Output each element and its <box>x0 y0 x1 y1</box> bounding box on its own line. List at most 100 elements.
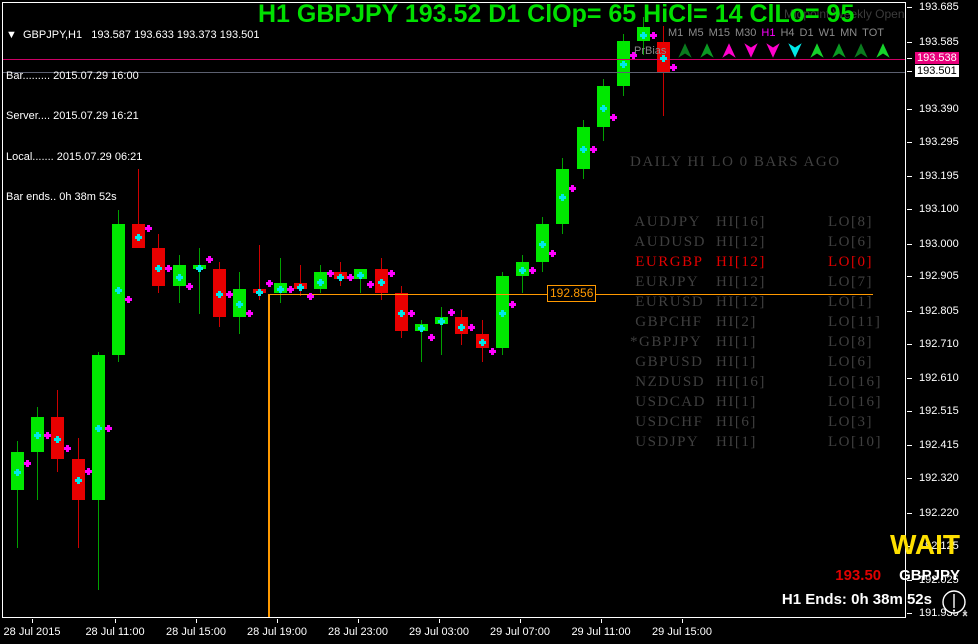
price-axis-label: 192.805 <box>919 304 959 317</box>
table-row: AUDUSD HI[12] LO[6] <box>630 232 882 252</box>
table-row: EURJPY HI[12] LO[7] <box>630 272 882 292</box>
prbias-label: PrBias <box>634 44 667 57</box>
prbias-arrow-down-4 <box>766 43 781 58</box>
symbol-ohlc-row[interactable]: ▼ GBPJPY,H1 193.587 193.633 193.373 193.… <box>6 29 260 41</box>
price-axis[interactable]: 193.685 193.585 193.538 193.501 193.390 193.2… <box>907 1 978 619</box>
table-cell-lo: LO[16] <box>828 394 882 410</box>
indicator-dot-cyan <box>418 325 425 333</box>
indicator-dot-cyan <box>397 309 405 317</box>
table-row: GBPUSD HI[1] LO[6] <box>630 352 882 372</box>
time-axis-tick <box>277 619 278 623</box>
time-axis-label: 28 Jul 19:00 <box>247 626 307 638</box>
table-cell-pair: USDJPY <box>630 434 700 450</box>
timeframe-w1[interactable]: W1 <box>818 27 836 39</box>
table-row: USDCHF HI[6] LO[3] <box>630 412 882 432</box>
indicator-dot-magenta <box>508 300 516 308</box>
table-row: AUDJPY HI[16] LO[8] <box>630 212 882 232</box>
price-axis-tick <box>907 612 912 614</box>
table-cell-pair: USDCHF <box>630 414 704 430</box>
price-axis-label: 193.195 <box>919 170 959 183</box>
indicator-dot-magenta <box>286 285 294 293</box>
indicator-dot-cyan <box>74 477 82 485</box>
local-time-label: Local....... 2015.07.29 06:21 <box>6 150 143 163</box>
indicator-dot-magenta <box>327 269 334 277</box>
prbias-arrow-up-0 <box>678 43 693 58</box>
prbias-arrow-up-2 <box>722 43 737 58</box>
chart-plot-area[interactable] <box>2 2 906 618</box>
indicator-dot-magenta <box>529 266 536 274</box>
time-axis-tick <box>115 619 116 623</box>
indicator-dot-cyan <box>256 289 264 297</box>
timeframe-m15[interactable]: M15 <box>708 27 730 39</box>
timeframe-mn[interactable]: MN <box>840 27 858 39</box>
timeframe-m1[interactable]: M1 <box>668 27 684 39</box>
price-axis-label: 192.905 <box>919 270 959 283</box>
indicator-dot-magenta <box>145 224 153 232</box>
indicator-dot-magenta <box>306 292 314 300</box>
indicator-dot-cyan <box>34 432 42 440</box>
indicator-dot-magenta <box>84 468 92 476</box>
time-axis-label: 29 Jul 15:00 <box>652 626 712 638</box>
price-axis-label: 192.415 <box>919 439 959 452</box>
time-axis[interactable]: 28 Jul 2015 28 Jul 11:00 28 Jul 15:00 28 Ju… <box>0 619 906 644</box>
price-level-line <box>3 71 905 73</box>
table-cell-hi: HI[1] <box>716 334 757 350</box>
candle-wick <box>37 406 39 500</box>
timeframe-tot[interactable]: TOT <box>862 27 884 39</box>
table-cell-lo: LO[0] <box>828 254 873 270</box>
price-axis-tick <box>907 445 912 447</box>
status-bar-countdown: H1 Ends: 0h 38m 52s <box>781 591 932 608</box>
price-axis-tick <box>907 580 912 582</box>
indicator-dot-cyan <box>14 468 21 476</box>
bar-ends-label: Bar ends.. 0h 38m 52s <box>6 191 117 203</box>
indicator-dot-cyan <box>135 233 143 241</box>
indicator-dot-cyan <box>276 285 284 293</box>
indicator-dot-cyan <box>236 301 244 309</box>
price-axis-tick <box>907 209 912 211</box>
indicator-dot-cyan <box>498 309 506 317</box>
indicator-dot-cyan <box>478 339 486 347</box>
table-cell-lo: LO[8] <box>828 214 873 230</box>
price-level-line <box>3 58 905 60</box>
timeframe-d1[interactable]: D1 <box>799 27 814 39</box>
timeframe-h4[interactable]: H4 <box>780 27 795 39</box>
daily-hilo-table: DAILY HI LO 0 BARS AGO AUDJPY HI[16] LO[8]… <box>630 112 882 452</box>
time-axis-tick <box>358 619 359 623</box>
table-cell-lo: LO[1] <box>828 294 873 310</box>
table-cell-pair: USDCAD <box>630 394 706 410</box>
indicator-dot-cyan <box>660 54 668 62</box>
indicator-dot-magenta <box>347 273 355 281</box>
indicator-dot-cyan <box>216 290 223 298</box>
price-axis-tick <box>907 343 912 345</box>
prbias-arrow-up-7 <box>832 43 847 58</box>
time-axis-label: 28 Jul 23:00 <box>328 626 388 638</box>
indicator-dot-magenta <box>609 113 617 121</box>
table-row: EURUSD HI[12] LO[1] <box>630 292 882 312</box>
indicator-dot-magenta <box>367 280 375 288</box>
table-cell-lo: LO[11] <box>828 314 882 330</box>
time-axis-label: 28 Jul 2015 <box>3 626 61 638</box>
timeframe-h1[interactable]: H1 <box>761 27 776 39</box>
candle-wick <box>441 306 443 355</box>
bar-time-label: Bar......... 2015.07.29 16:00 <box>6 69 139 82</box>
time-axis-label: 28 Jul 15:00 <box>166 626 226 638</box>
timeframe-m30[interactable]: M30 <box>734 27 757 39</box>
time-axis-tick <box>32 619 33 623</box>
table-cell-lo: LO[16] <box>828 374 882 390</box>
indicator-dot-magenta <box>44 432 52 440</box>
candle-wick <box>259 244 261 300</box>
prbias-arrow-up-6 <box>810 43 825 58</box>
timeframe-strip[interactable]: M1 M5 M15 M30 H1 H4 D1 W1 MN TOT <box>668 27 889 39</box>
table-cell-lo: LO[3] <box>828 414 873 430</box>
price-axis-tick <box>907 478 912 480</box>
timeframe-m5[interactable]: M5 <box>688 27 704 39</box>
price-axis-tick <box>907 310 912 312</box>
indicator-dot-cyan <box>296 283 304 291</box>
time-axis-label: 28 Jul 11:00 <box>85 626 145 638</box>
price-axis-label: 192.025 <box>919 574 959 587</box>
table-cell-hi: HI[16] <box>716 374 766 390</box>
table-cell-pair: NZDUSD <box>630 374 706 390</box>
table-row: NZDUSD HI[16] LO[16] <box>630 372 882 392</box>
chart-info-block: ▼ GBPJPY,H1 193.587 193.633 193.373 193.… <box>6 2 260 232</box>
price-axis-label: 193.390 <box>919 102 959 115</box>
